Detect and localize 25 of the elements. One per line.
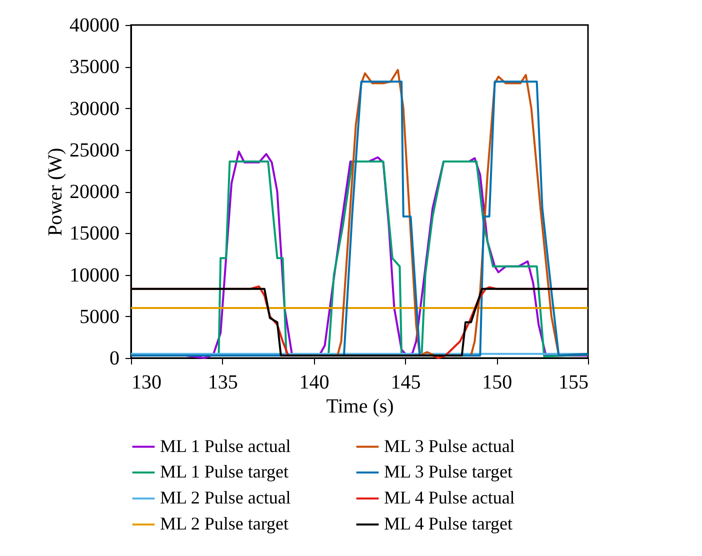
y-tick-label: 25000 xyxy=(70,139,120,162)
legend-label: ML 2 Pulse actual xyxy=(160,488,291,508)
x-axis-title: Time (s) xyxy=(326,396,394,418)
legend-label: ML 4 Pulse target xyxy=(384,514,512,534)
x-tick-label: 130 xyxy=(132,372,162,394)
x-tick-label: 135 xyxy=(208,372,238,394)
x-tick-label: 150 xyxy=(482,372,512,394)
legend-label: ML 2 Pulse target xyxy=(160,514,288,534)
x-tick-label: 155 xyxy=(558,372,588,394)
legend-label: ML 3 Pulse actual xyxy=(384,436,515,456)
legend-label: ML 4 Pulse actual xyxy=(384,488,515,508)
y-tick-label: 5000 xyxy=(80,306,120,328)
legend-label: ML 1 Pulse actual xyxy=(160,436,291,456)
y-tick-label: 20000 xyxy=(70,181,120,203)
y-tick-label: 10000 xyxy=(70,264,120,286)
y-tick-label: 35000 xyxy=(70,56,120,78)
y-axis-title: Power (W) xyxy=(44,148,66,236)
legend-label: ML 3 Pulse target xyxy=(384,462,512,482)
legend-label: ML 1 Pulse target xyxy=(160,462,288,482)
x-tick-label: 140 xyxy=(299,372,330,394)
x-tick-label: 145 xyxy=(390,372,421,394)
y-tick-label: 30000 xyxy=(70,98,120,120)
y-tick-label: 40000 xyxy=(70,14,120,36)
y-tick-label: 0 xyxy=(110,348,120,370)
y-tick-label: 15000 xyxy=(70,222,120,245)
